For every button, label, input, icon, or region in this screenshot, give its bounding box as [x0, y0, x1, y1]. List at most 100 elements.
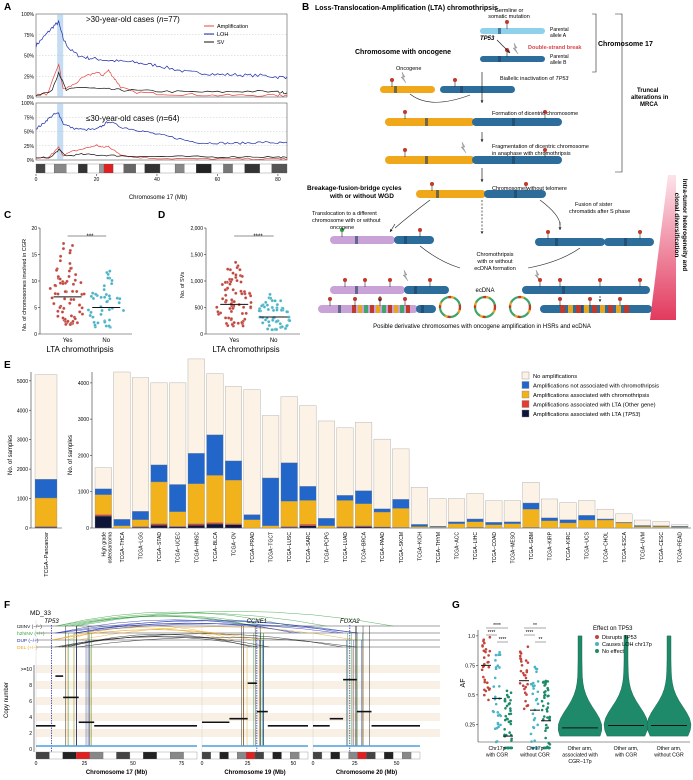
bar-segment [206, 475, 224, 523]
data-point [268, 292, 272, 296]
ideogram-band [321, 751, 331, 760]
ideogram-band [244, 163, 260, 174]
bar-segment [113, 525, 131, 529]
bar-segment [634, 525, 651, 527]
bar-segment [541, 520, 558, 529]
ideogram-band [174, 163, 185, 174]
panel-e-plot: 0 1000 2000 3000 4000 5000 TCGA−Pancancer 0 1000… [17, 358, 691, 577]
category-label: TCGA−BLCA [213, 531, 219, 562]
ecdna-circle [438, 295, 462, 319]
category-label: Yes [63, 338, 73, 344]
centromere [498, 56, 501, 62]
data-point [75, 289, 79, 294]
truncal-label-3: MRCA [640, 102, 659, 108]
bar-segment [615, 513, 633, 523]
bar-segment [410, 524, 428, 527]
data-point [67, 269, 72, 273]
ytick-label: 0.25 [465, 722, 475, 728]
series-line-sv [35, 71, 288, 96]
data-point [275, 308, 279, 312]
gene-marker [638, 278, 642, 282]
break-bolt-icon [512, 42, 519, 55]
panel-g-label: G [452, 600, 460, 611]
cn-band [36, 665, 440, 673]
ytick-label: 5 [34, 306, 37, 312]
data-point [540, 699, 544, 703]
sv-arc [62, 616, 255, 627]
ideogram-band [228, 751, 238, 760]
panel-b-schematic [318, 13, 676, 320]
dicentric-left [385, 118, 475, 126]
data-point [93, 323, 97, 327]
panel-d-ylabel: No. of SVs [180, 272, 186, 299]
ideogram-band [44, 163, 55, 174]
xtick-label: 50 [394, 761, 400, 767]
xtick-label: 50 [130, 761, 136, 767]
data-point [509, 707, 512, 710]
sv-arc [53, 629, 253, 641]
chrom-label: Chromosome 17 (Mb) [86, 770, 147, 776]
data-point [244, 311, 248, 315]
hsr-band [616, 305, 621, 313]
oncogene-chromosome [380, 86, 435, 93]
ideogram-band [375, 751, 385, 760]
bar-segment [299, 524, 317, 526]
data-point [117, 301, 121, 305]
ecdna-circle-segment-2 [438, 295, 462, 319]
data-point [505, 693, 509, 697]
ideogram-band [53, 163, 67, 174]
ideogram-band [211, 163, 224, 174]
ideogram-band [201, 751, 211, 760]
data-point [519, 669, 523, 673]
bar-segment [410, 487, 428, 525]
data-point [509, 712, 513, 716]
data-point [53, 292, 57, 296]
data-point [534, 746, 538, 750]
data-point [543, 684, 546, 687]
data-point [240, 320, 244, 325]
category-label: TCGA−SARC [306, 532, 312, 563]
group-label: with CGR [615, 753, 637, 759]
data-point [74, 272, 78, 277]
data-point [62, 306, 66, 310]
data-point [536, 690, 540, 694]
data-point [525, 693, 528, 696]
data-point [70, 289, 75, 294]
ideogram-band [290, 751, 300, 760]
data-point [531, 692, 535, 696]
centromere [555, 238, 558, 246]
centromere [498, 28, 501, 34]
panel-a-plot [35, 13, 288, 174]
data-point [526, 682, 529, 686]
bar-segment [578, 519, 596, 529]
data-point [261, 321, 265, 325]
xtick-label: 0 [35, 761, 38, 767]
ideogram-band [78, 163, 88, 174]
data-point [531, 712, 535, 716]
bar-segment [448, 498, 466, 522]
xtick-label: 25 [352, 761, 358, 767]
data-point [239, 280, 243, 284]
data-point [220, 282, 224, 287]
gene-marker [328, 297, 332, 301]
legend-close: ) [638, 412, 640, 418]
data-point [60, 310, 65, 314]
legend-label: No amplifications [533, 374, 577, 380]
data-point [503, 699, 507, 703]
data-point [215, 305, 219, 309]
gene-marker [543, 110, 547, 114]
data-point [68, 261, 72, 266]
category-label: TCGA−ESCA [622, 531, 628, 562]
bar-segment [559, 519, 577, 524]
bar-segment [94, 488, 112, 495]
data-point [494, 653, 498, 657]
data-point [526, 661, 530, 664]
oncogene-label: Oncogene [396, 66, 421, 72]
ideogram-band [246, 751, 256, 760]
derivative-purple-blue [404, 286, 449, 294]
data-point [270, 305, 274, 310]
biallelic-label: Biallelic inactivation of TP53 [500, 76, 569, 82]
bar-segment [355, 503, 373, 526]
fusion-label: Fusion of sister [575, 202, 612, 208]
data-point [507, 746, 510, 750]
